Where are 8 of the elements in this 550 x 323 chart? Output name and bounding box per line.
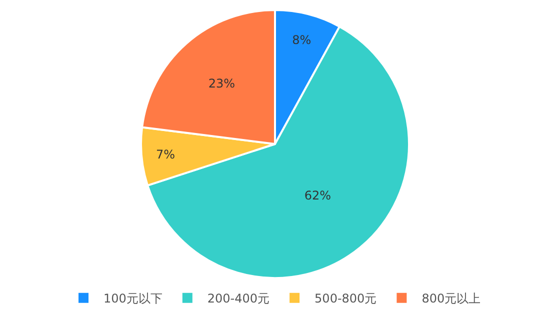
data-label: 8% [292, 33, 312, 48]
data-label: 62% [304, 188, 332, 203]
legend-label: 800元以上 [422, 292, 481, 306]
legend-label: 200-400元 [207, 292, 270, 306]
data-label: 23% [208, 76, 235, 90]
legend-label: 100元以下 [104, 292, 162, 306]
data-label: 7% [156, 147, 176, 162]
legend-label: 500-800元 [314, 292, 377, 306]
